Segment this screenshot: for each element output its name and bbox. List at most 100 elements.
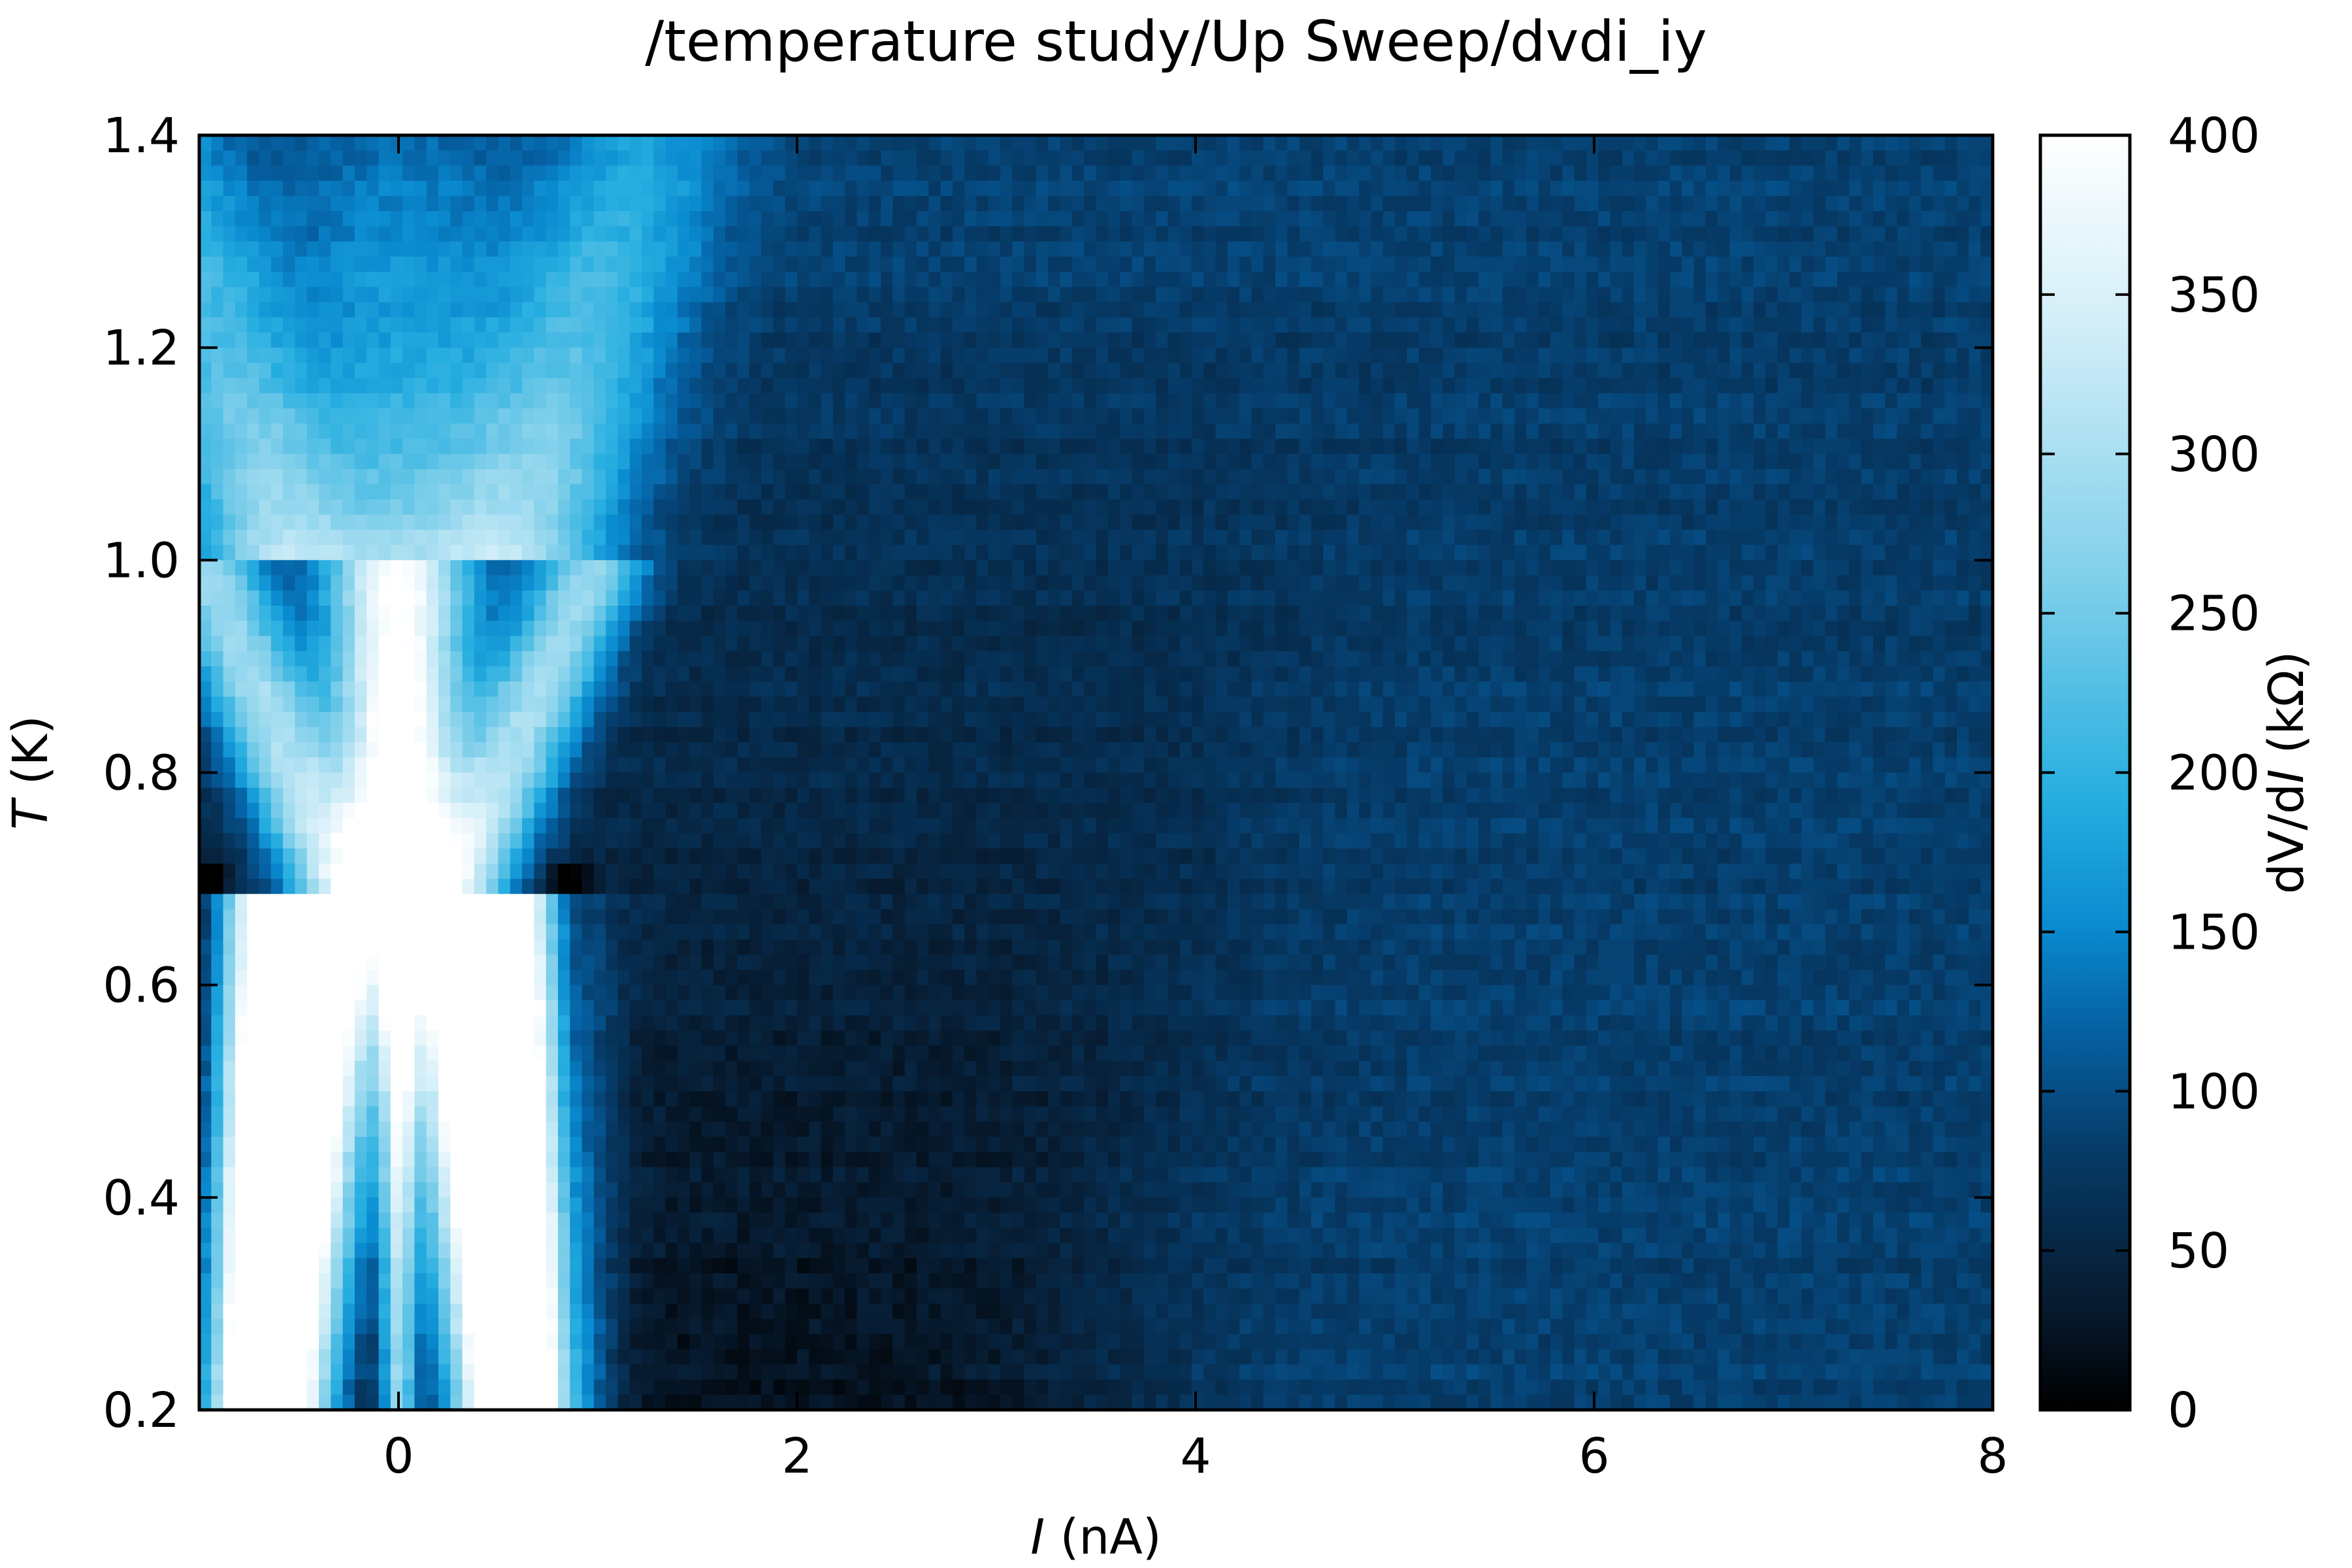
- heatmap-cell: [1466, 332, 1479, 348]
- heatmap-cell: [1179, 484, 1192, 500]
- heatmap-cell: [1000, 195, 1013, 212]
- heatmap-cell: [1502, 468, 1515, 485]
- heatmap-cell: [534, 408, 547, 424]
- heatmap-cell: [725, 529, 738, 546]
- heatmap-cell: [378, 378, 391, 394]
- heatmap-cell: [1048, 180, 1061, 197]
- heatmap-cell: [1132, 150, 1145, 167]
- heatmap-cell: [1968, 453, 1982, 470]
- heatmap-cell: [450, 348, 463, 363]
- heatmap-cell: [1287, 545, 1300, 561]
- heatmap-cell: [1957, 606, 1969, 621]
- heatmap-cell: [689, 150, 702, 167]
- heatmap-cell: [1705, 484, 1718, 500]
- heatmap-cell: [414, 180, 427, 197]
- heatmap-cell: [1502, 529, 1515, 546]
- heatmap-cell: [1526, 590, 1539, 606]
- heatmap-cell: [1407, 348, 1420, 363]
- heatmap-cell: [1071, 272, 1085, 287]
- heatmap-cell: [1096, 241, 1109, 257]
- heatmap-cell: [1718, 378, 1730, 394]
- heatmap-cell: [1622, 180, 1635, 197]
- heatmap-cell: [1143, 408, 1156, 424]
- heatmap-cell: [678, 453, 690, 470]
- heatmap-cell: [259, 499, 272, 515]
- heatmap-cell: [617, 636, 630, 652]
- heatmap-cell: [402, 241, 415, 257]
- heatmap-cell: [259, 484, 272, 500]
- heatmap-cell: [570, 363, 583, 379]
- heatmap-cell: [904, 363, 917, 379]
- heatmap-cell: [1837, 408, 1850, 424]
- heatmap-cell: [1669, 180, 1682, 197]
- heatmap-cell: [1908, 621, 1921, 637]
- heatmap-cell: [1454, 180, 1467, 197]
- heatmap-cell: [1203, 287, 1217, 303]
- heatmap-cell: [235, 180, 248, 197]
- heatmap-cell: [1430, 484, 1443, 500]
- heatmap-cell: [1120, 423, 1132, 440]
- heatmap-cell: [1789, 241, 1802, 257]
- heatmap-cell: [402, 453, 415, 470]
- heatmap-cell: [1454, 195, 1467, 212]
- heatmap-cell: [1191, 484, 1204, 500]
- heatmap-cell: [976, 484, 989, 500]
- heatmap-cell: [581, 287, 595, 303]
- heatmap-cell: [1239, 468, 1252, 485]
- heatmap-cell: [546, 606, 559, 621]
- heatmap-cell: [342, 468, 355, 485]
- heatmap-cell: [199, 180, 212, 197]
- heatmap-cell: [534, 575, 547, 591]
- heatmap-cell: [1873, 348, 1886, 363]
- heatmap-cell: [785, 241, 798, 257]
- heatmap-cell: [749, 348, 762, 363]
- heatmap-cell: [1538, 408, 1551, 424]
- heatmap-cell: [426, 272, 439, 287]
- heatmap-cell: [1789, 165, 1802, 182]
- heatmap-cell: [522, 621, 534, 637]
- heatmap-cell: [367, 499, 380, 515]
- heatmap-cell: [1179, 393, 1192, 409]
- heatmap-cell: [1897, 408, 1910, 424]
- heatmap-cell: [1646, 226, 1659, 242]
- heatmap-cell: [642, 165, 654, 182]
- heatmap-cell: [270, 348, 284, 363]
- heatmap-cell: [1323, 150, 1336, 167]
- heatmap-cell: [1586, 272, 1599, 287]
- heatmap-cell: [235, 363, 248, 379]
- heatmap-cell: [1921, 575, 1934, 591]
- heatmap-cell: [868, 514, 881, 531]
- heatmap-cell: [1693, 529, 1707, 546]
- heatmap-cell: [1060, 211, 1073, 227]
- heatmap-cell: [629, 408, 642, 424]
- heatmap-cell: [462, 514, 475, 531]
- heatmap-cell: [1335, 514, 1348, 531]
- heatmap-cell: [725, 484, 738, 500]
- heatmap-cell: [1825, 256, 1838, 272]
- heatmap-cell: [1143, 348, 1156, 363]
- heatmap-cell: [773, 272, 786, 287]
- heatmap-cell: [1908, 606, 1921, 621]
- heatmap-cell: [1789, 348, 1802, 363]
- heatmap-cell: [1478, 621, 1491, 637]
- heatmap-cell: [235, 575, 248, 591]
- heatmap-cell: [1669, 408, 1682, 424]
- heatmap-cell: [462, 636, 475, 652]
- heatmap-cell: [976, 423, 989, 440]
- heatmap-cell: [1502, 272, 1515, 287]
- heatmap-cell: [952, 317, 965, 333]
- heatmap-cell: [1837, 606, 1850, 621]
- heatmap-cell: [1239, 226, 1252, 242]
- heatmap-cell: [1908, 438, 1921, 455]
- heatmap-cell: [570, 393, 583, 409]
- heatmap-cell: [749, 484, 762, 500]
- heatmap-cell: [1251, 363, 1264, 379]
- heatmap-cell: [390, 348, 403, 363]
- heatmap-cell: [1754, 135, 1766, 151]
- heatmap-cell: [1096, 468, 1109, 485]
- heatmap-cell: [737, 468, 750, 485]
- heatmap-cell: [737, 408, 750, 424]
- heatmap-cell: [438, 560, 451, 576]
- heatmap-cell: [1586, 363, 1599, 379]
